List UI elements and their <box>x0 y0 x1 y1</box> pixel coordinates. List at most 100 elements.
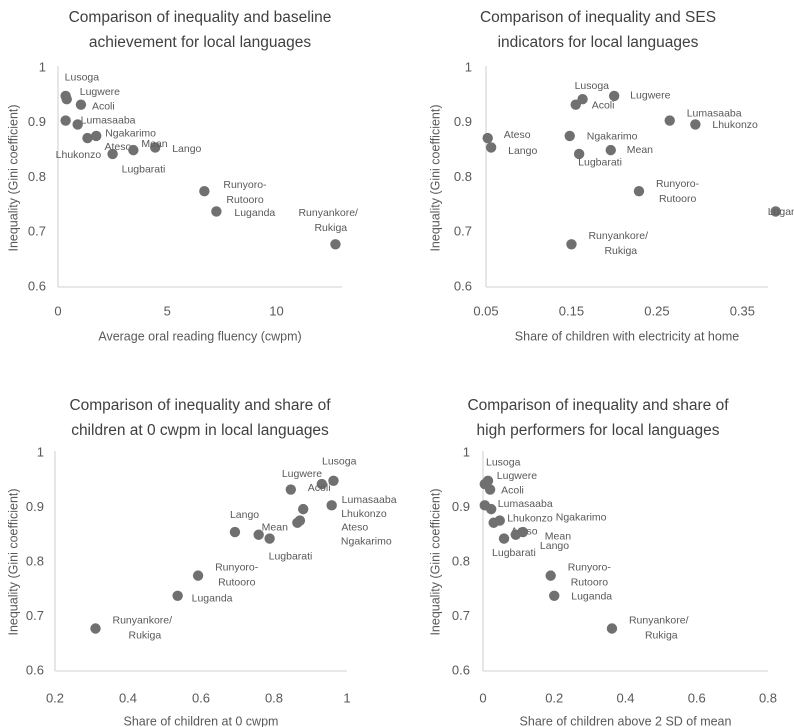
y-axis-title: Inequality (Gini coefficient) <box>428 104 442 251</box>
x-tick-label: 0 <box>54 303 61 318</box>
data-label: Rutooro <box>218 576 256 588</box>
data-point <box>330 239 341 250</box>
x-tick-label: 0.8 <box>265 690 283 705</box>
chart-title: Comparison of inequality and share of <box>69 397 331 414</box>
data-label: Lhukonzo <box>507 512 553 524</box>
x-tick-label: 1 <box>343 690 350 705</box>
data-point <box>485 503 497 515</box>
y-tick-label: 0.9 <box>26 499 44 514</box>
data-label: Lumasaaba <box>498 498 553 510</box>
data-label: Acoli <box>92 100 115 112</box>
x-tick-label: 0.15 <box>559 303 584 318</box>
data-label: Lusoga <box>65 72 100 84</box>
chart-title: children at 0 cwpm in local languages <box>71 422 329 439</box>
data-point <box>82 132 93 144</box>
data-point <box>510 529 521 540</box>
data-label: Runyoro- <box>215 561 259 573</box>
data-point <box>72 119 83 130</box>
x-tick-label: 0.8 <box>759 690 777 705</box>
data-label: Runyoro- <box>223 179 267 191</box>
data-label: Acoli <box>308 482 331 494</box>
x-tick-label: 0.4 <box>616 690 634 705</box>
data-point <box>605 144 616 156</box>
data-point <box>292 517 303 528</box>
data-label: Lusoga <box>575 80 610 92</box>
data-point <box>60 115 71 126</box>
data-point <box>264 533 275 544</box>
data-label: Rutooro <box>659 193 697 205</box>
y-tick-label: 1 <box>463 444 470 459</box>
data-point <box>192 570 204 581</box>
data-point <box>91 130 102 142</box>
y-tick-label: 1 <box>465 59 472 74</box>
x-tick-label: 5 <box>164 303 171 318</box>
data-label: Lugbarati <box>492 547 536 559</box>
x-tick-label: 0.05 <box>473 303 498 318</box>
data-point <box>316 478 328 490</box>
chart-panel-3: Comparison of inequality and share of chi… <box>6 397 396 727</box>
data-point <box>573 148 585 160</box>
data-point <box>606 623 618 634</box>
data-point <box>485 142 497 153</box>
data-point <box>770 206 781 217</box>
chart-title: high performers for local languages <box>477 422 720 439</box>
data-point <box>61 94 72 105</box>
data-point <box>545 570 556 581</box>
chart-title: Comparison of inequality and baseline <box>69 9 332 26</box>
y-tick-label: 0.6 <box>26 662 44 677</box>
y-tick-label: 1 <box>37 444 44 459</box>
y-tick-label: 0.7 <box>26 608 44 623</box>
data-point <box>690 119 701 130</box>
chart-panel-4: Comparison of inequality and share of hig… <box>428 397 777 727</box>
y-tick-label: 0.8 <box>26 553 44 568</box>
data-label: Lusoga <box>322 456 357 468</box>
y-tick-label: 0.8 <box>452 553 470 568</box>
y-tick-label: 0.7 <box>452 608 470 623</box>
data-label: Lumasaaba <box>687 107 742 119</box>
data-point <box>564 130 575 142</box>
y-tick-label: 0.8 <box>454 169 472 184</box>
data-point <box>199 185 210 197</box>
data-point <box>128 144 139 156</box>
data-point <box>498 533 510 544</box>
y-axis-title: Inequality (Gini coefficient) <box>428 488 442 635</box>
data-point <box>90 623 101 634</box>
x-tick-label: 0.6 <box>192 690 210 705</box>
x-axis-title: Average oral reading fluency (cwpm) <box>98 329 301 343</box>
data-point <box>172 590 183 601</box>
data-label: Lhukonzo <box>341 508 387 520</box>
data-point <box>664 115 675 126</box>
data-label: Mean <box>545 531 571 543</box>
data-label: Runyankore/ <box>588 230 648 242</box>
data-point <box>298 503 309 515</box>
data-label: Mean <box>262 522 288 534</box>
data-label: Mean <box>141 138 167 150</box>
data-label: Rutooro <box>226 194 264 206</box>
data-label: Ngakarimo <box>556 511 607 523</box>
data-label: Runyankore/ <box>113 614 173 626</box>
data-label: Runyankore/ <box>629 614 689 626</box>
data-label: Lugwere <box>80 86 120 98</box>
x-tick-label: 10 <box>269 303 283 318</box>
data-label: Acoli <box>592 99 615 111</box>
x-tick-label: 0.2 <box>46 690 64 705</box>
data-point <box>285 484 296 495</box>
data-label: Lugwere <box>497 470 537 482</box>
x-axis-title: Share of children above 2 SD of mean <box>520 714 732 727</box>
y-tick-label: 0.8 <box>28 169 46 184</box>
data-label: Lango <box>540 540 569 552</box>
data-label: Ngakarimo <box>105 128 156 140</box>
y-tick-label: 0.9 <box>28 114 46 129</box>
data-point <box>107 148 118 160</box>
y-tick-label: 0.6 <box>454 278 472 293</box>
data-point <box>484 484 496 495</box>
data-label: Rukiga <box>314 222 347 234</box>
y-tick-label: 0.7 <box>28 224 46 239</box>
chart-panel-1: Comparison of inequality and baseline ach… <box>6 9 358 343</box>
data-label: Ateso <box>504 129 531 141</box>
chart-title: Comparison of inequality and share of <box>467 397 729 414</box>
data-label: Lumasaaba <box>342 494 397 506</box>
data-point <box>488 517 499 528</box>
x-tick-label: 0.2 <box>545 690 563 705</box>
